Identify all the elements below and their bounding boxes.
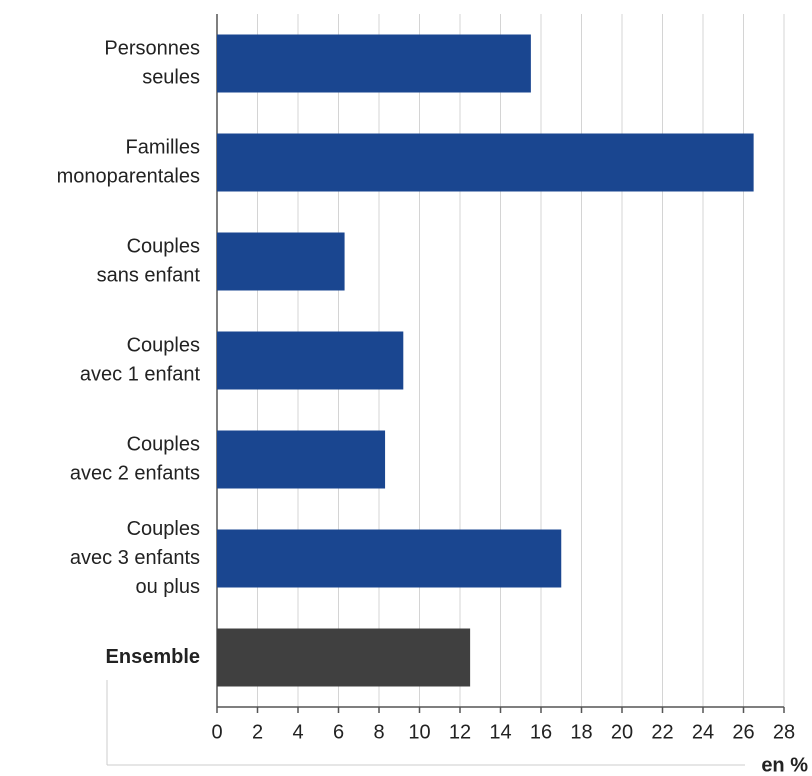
y-tick-label: Personnes <box>104 37 200 59</box>
x-tick-label: 16 <box>530 721 552 743</box>
y-tick-label: Couples <box>127 334 200 356</box>
x-tick-label: 6 <box>333 721 344 743</box>
y-tick-label: avec 1 enfant <box>80 363 201 385</box>
y-tick-label: sans enfant <box>97 264 201 286</box>
x-tick-label: 18 <box>570 721 592 743</box>
x-tick-label: 28 <box>773 721 795 743</box>
y-tick-label: Familles <box>126 136 200 158</box>
x-tick-label: 20 <box>611 721 633 743</box>
y-tick-label: monoparentales <box>57 165 200 187</box>
x-tick-label: 0 <box>211 721 222 743</box>
x-tick-label: 24 <box>692 721 714 743</box>
y-tick-label: Couples <box>127 518 200 540</box>
y-tick-label: ou plus <box>136 576 201 598</box>
y-tick-label: Couples <box>127 235 200 257</box>
x-tick-label: 26 <box>732 721 754 743</box>
y-tick-label: avec 3 enfants <box>70 547 200 569</box>
x-axis-label: en % <box>761 754 808 776</box>
x-tick-label: 12 <box>449 721 471 743</box>
bar <box>217 331 404 390</box>
bar <box>217 430 386 489</box>
x-tick-label: 10 <box>408 721 430 743</box>
y-tick-label: seules <box>142 66 200 88</box>
bar <box>217 232 345 291</box>
x-tick-label: 8 <box>373 721 384 743</box>
bar <box>217 529 562 588</box>
x-tick-label: 22 <box>651 721 673 743</box>
y-tick-label: avec 2 enfants <box>70 462 200 484</box>
x-tick-label: 14 <box>489 721 511 743</box>
y-tick-label: Ensemble <box>106 646 200 668</box>
x-tick-label: 4 <box>292 721 303 743</box>
x-tick-label: 2 <box>252 721 263 743</box>
bar <box>217 34 531 93</box>
y-tick-label: Couples <box>127 433 200 455</box>
bar <box>217 133 754 192</box>
bar <box>217 628 471 687</box>
